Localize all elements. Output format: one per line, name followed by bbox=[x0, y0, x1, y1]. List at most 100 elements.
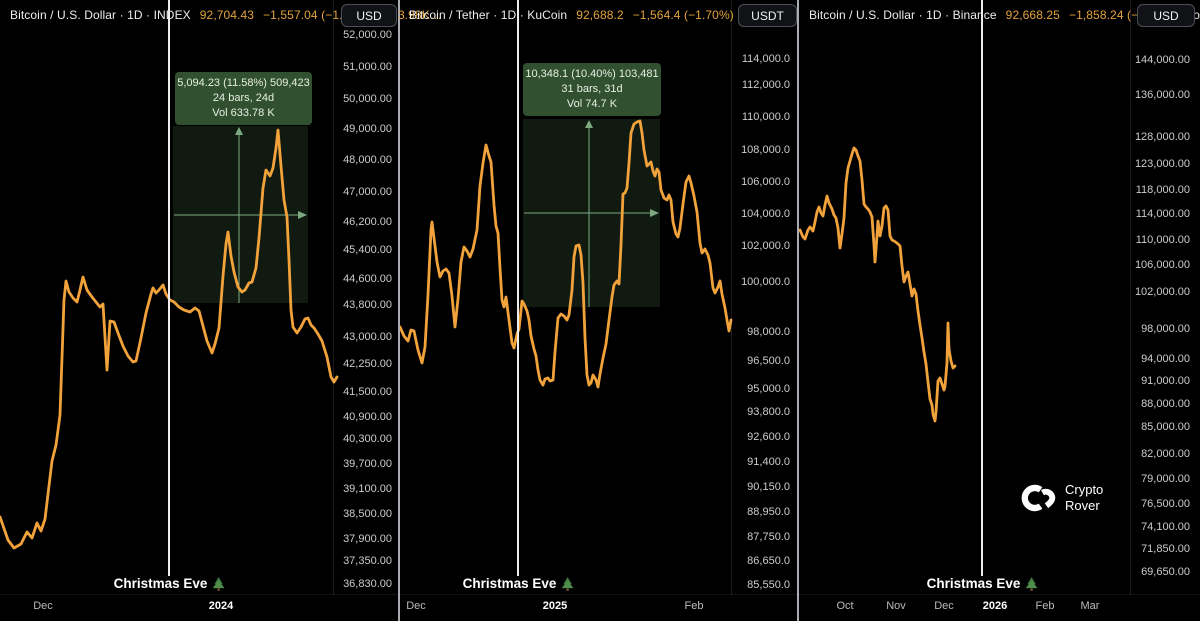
last-price: 92,668.25 bbox=[1005, 8, 1060, 22]
y-axis-tick: 102,000.0 bbox=[741, 240, 790, 252]
price-scale-divider bbox=[1130, 0, 1131, 595]
event-label-2026: Christmas Eve bbox=[927, 576, 1038, 591]
price-line bbox=[798, 146, 957, 423]
y-axis-tick: 82,000.00 bbox=[1141, 448, 1190, 460]
crypto-rover-watermark: Crypto Rover bbox=[1016, 480, 1103, 516]
y-axis-tick: 114,000.00 bbox=[1135, 208, 1190, 220]
measure-arrow-up bbox=[235, 127, 243, 135]
x-axis-tick: Feb bbox=[684, 600, 704, 612]
christmas-tree-icon bbox=[561, 576, 574, 591]
y-axis-tick: 136,000.00 bbox=[1134, 89, 1190, 101]
y-axis-tick: 47,000.00 bbox=[343, 186, 392, 198]
y-axis-tick: 40,300.00 bbox=[343, 433, 392, 445]
x-axis-tick: Mar bbox=[1080, 600, 1100, 612]
y-axis-tick: 108,000.0 bbox=[741, 144, 790, 156]
x-axis-tick: 2024 bbox=[208, 600, 234, 612]
y-axis-tick: 98,000.0 bbox=[747, 326, 790, 338]
y-axis-tick: 102,000.00 bbox=[1134, 286, 1190, 298]
currency-button-usd[interactable]: USD bbox=[341, 4, 397, 27]
y-axis-tick: 43,800.00 bbox=[343, 299, 392, 311]
y-axis-tick: 36,830.00 bbox=[343, 578, 392, 590]
y-axis-tick: 118,000.00 bbox=[1135, 184, 1190, 196]
y-axis-tick: 95,000.0 bbox=[747, 383, 790, 395]
y-axis-tick: 93,800.0 bbox=[747, 406, 790, 418]
brand-name-line1: Crypto bbox=[1065, 482, 1104, 497]
last-price: 92,704.43 bbox=[199, 8, 255, 22]
y-axis-tick: 110,000.0 bbox=[741, 111, 790, 123]
y-axis-tick: 91,400.0 bbox=[747, 456, 790, 468]
panel-header-kucoin: Bitcoin / Tether · 1D · KuCoin 92,688.2 … bbox=[409, 8, 793, 22]
currency-button-usdt[interactable]: USDT bbox=[738, 4, 797, 27]
measure-tooltip: 5,094.23 (11.58%) 509,423 24 bars, 24d V… bbox=[175, 72, 312, 125]
y-axis-tick: 94,000.00 bbox=[1141, 353, 1190, 365]
time-axis-divider bbox=[0, 594, 1200, 595]
x-axis-tick: 2026 bbox=[982, 600, 1008, 612]
y-axis-tick: 51,000.00 bbox=[343, 61, 392, 73]
christmas-tree-icon bbox=[1025, 576, 1038, 591]
y-axis-tick: 52,000.00 bbox=[343, 29, 392, 41]
brand-name-line2: Rover bbox=[1065, 498, 1100, 513]
symbol-title[interactable]: Bitcoin / U.S. Dollar · 1D · Binance bbox=[809, 8, 997, 22]
event-label-2024: Christmas Eve bbox=[114, 576, 225, 591]
y-axis-tick: 48,000.00 bbox=[343, 154, 392, 166]
y-axis-tick: 69,650.00 bbox=[1141, 566, 1190, 578]
y-axis-tick: 40,900.00 bbox=[343, 411, 392, 423]
y-axis-tick: 37,350.00 bbox=[343, 555, 392, 567]
y-axis-tick: 128,000.00 bbox=[1134, 131, 1190, 143]
price-scale-divider bbox=[731, 0, 732, 595]
y-axis-tick: 44,600.00 bbox=[343, 273, 392, 285]
measure-arrow-right bbox=[298, 211, 307, 219]
y-axis-tick: 74,100.00 bbox=[1141, 521, 1190, 533]
symbol-title[interactable]: Bitcoin / Tether · 1D · KuCoin bbox=[409, 8, 568, 22]
panel-divider bbox=[398, 0, 400, 621]
panel-divider bbox=[797, 0, 799, 621]
y-axis-tick: 37,900.00 bbox=[343, 533, 392, 545]
measure-arrow-up bbox=[585, 120, 593, 128]
y-axis-tick: 49,000.00 bbox=[343, 123, 392, 135]
y-axis-tick: 104,000.0 bbox=[741, 208, 790, 220]
y-axis-tick: 96,500.0 bbox=[747, 355, 790, 367]
christmas-eve-line bbox=[981, 0, 983, 576]
measure-change: 10,348.1 (10.40%) 103,481 bbox=[525, 68, 659, 80]
measure-bars: 24 bars, 24d bbox=[212, 92, 275, 104]
last-price: 92,688.2 bbox=[576, 8, 624, 22]
y-axis-tick: 106,000.0 bbox=[741, 176, 790, 188]
x-axis-tick: Nov bbox=[886, 600, 906, 612]
x-axis-tick: Dec bbox=[33, 600, 53, 612]
x-axis-tick: 2025 bbox=[542, 600, 568, 612]
crypto-rover-logo-icon bbox=[1021, 484, 1056, 512]
y-axis-tick: 79,000.00 bbox=[1141, 473, 1190, 485]
christmas-eve-line bbox=[168, 0, 170, 576]
y-axis-tick: 88,950.0 bbox=[747, 506, 790, 518]
measure-volume: Vol 633.78 K bbox=[212, 107, 275, 119]
price-line bbox=[398, 119, 733, 389]
y-axis-tick: 90,150.0 bbox=[747, 481, 790, 493]
y-axis-tick: 76,500.00 bbox=[1141, 498, 1190, 510]
measure-tooltip: 10,348.1 (10.40%) 103,481 31 bars, 31d V… bbox=[523, 63, 661, 116]
x-axis-tick: Dec bbox=[934, 600, 954, 612]
x-axis-tick: Feb bbox=[1035, 600, 1055, 612]
x-axis-tick: Dec bbox=[406, 600, 426, 612]
y-axis-tick: 39,100.00 bbox=[343, 483, 392, 495]
y-axis-tick: 42,250.00 bbox=[343, 358, 392, 370]
y-axis-tick: 45,400.00 bbox=[343, 244, 392, 256]
y-axis-tick: 50,000.00 bbox=[343, 93, 392, 105]
y-axis-tick: 110,000.00 bbox=[1135, 234, 1190, 246]
y-axis-tick: 43,000.00 bbox=[343, 331, 392, 343]
y-axis-tick: 106,000.00 bbox=[1134, 259, 1190, 271]
y-axis-tick: 86,650.0 bbox=[747, 555, 790, 567]
symbol-title[interactable]: Bitcoin / U.S. Dollar · 1D · INDEX bbox=[10, 8, 191, 22]
x-axis-tick: Oct bbox=[836, 600, 854, 612]
currency-button-usd[interactable]: USD bbox=[1137, 4, 1195, 27]
christmas-eve-line bbox=[517, 0, 519, 576]
y-axis-tick: 100,000.0 bbox=[741, 276, 790, 288]
y-axis-tick: 112,000.0 bbox=[741, 79, 790, 91]
y-axis-tick: 41,500.00 bbox=[343, 386, 392, 398]
y-axis-tick: 92,600.0 bbox=[747, 431, 790, 443]
y-axis-tick: 85,550.0 bbox=[747, 579, 790, 591]
event-label-2025: Christmas Eve bbox=[463, 576, 574, 591]
measure-change: 5,094.23 (11.58%) 509,423 bbox=[177, 77, 310, 89]
y-axis-tick: 46,200.00 bbox=[343, 216, 392, 228]
